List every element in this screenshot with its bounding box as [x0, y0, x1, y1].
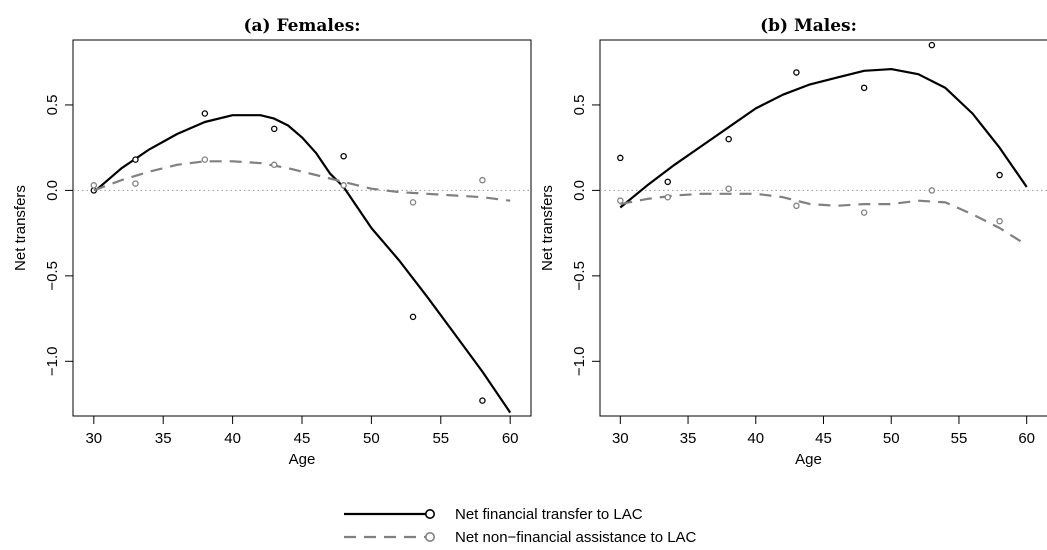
y-axis-label-females: Net transfers: [12, 185, 29, 271]
legend-label-financial: Net financial transfer to LAC: [455, 506, 643, 523]
data-point-females-financial-5: [409, 313, 417, 321]
y-axis-label-males: Net transfers: [539, 185, 556, 271]
legend-label-nonfinancial: Net non−financial assistance to LAC: [455, 529, 697, 546]
y-tick-label-females--1.0: −1.0: [44, 346, 61, 376]
data-point-males-nonfinancial-5: [928, 187, 936, 194]
data-point-females-financial-3: [270, 125, 278, 133]
plot-frame-females: [72, 39, 532, 417]
y-tick-label-males--1.0: −1.0: [571, 346, 588, 376]
series-line-males-nonfinancial: [620, 192, 1028, 247]
x-tick-label-males-60: 60: [1018, 430, 1035, 447]
y-tick-label-males--0.5: −0.5: [571, 261, 588, 291]
series-line-females-nonfinancial: [93, 160, 511, 202]
x-tick-label-females-55: 55: [432, 430, 449, 447]
data-point-females-nonfinancial-0: [90, 182, 98, 189]
x-tick-label-males-30: 30: [612, 430, 629, 447]
x-tick-label-males-45: 45: [815, 430, 832, 447]
data-point-males-financial-2: [725, 135, 732, 143]
y-tick-label-males-0.0: 0.0: [571, 180, 588, 201]
series-line-males-financial: [619, 68, 1028, 209]
data-point-males-nonfinancial-2: [725, 185, 732, 192]
data-point-females-nonfinancial-3: [270, 161, 278, 169]
panel-females: (a) Females: 30 35 40 45 50 55 60 −1.0 −0.5 0.0 0.5…: [12, 16, 532, 468]
data-point-males-nonfinancial-0: [617, 197, 624, 204]
x-axis-label-females: Age: [289, 451, 316, 468]
x-tick-label-males-55: 55: [951, 430, 968, 447]
data-point-females-financial-6: [479, 397, 486, 404]
series-line-females-financial: [93, 114, 512, 414]
x-tick-label-females-45: 45: [294, 430, 311, 447]
legend: Net financial transfer to LAC Net non−fi…: [344, 506, 697, 546]
legend-marker-financial: [424, 508, 435, 519]
y-tick-label-females-0.0: 0.0: [44, 180, 61, 201]
data-point-females-financial-4: [340, 152, 347, 160]
y-tick-label-males-0.5: 0.5: [571, 95, 588, 116]
data-point-males-financial-3: [793, 69, 800, 76]
data-point-males-financial-0: [617, 154, 624, 162]
x-tick-label-females-35: 35: [155, 430, 172, 447]
data-point-males-financial-5: [928, 41, 936, 49]
plot-frame-males: [599, 39, 1047, 417]
chart-title-males: (b) Males:: [760, 16, 857, 36]
x-tick-label-males-40: 40: [747, 430, 764, 447]
data-point-males-nonfinancial-6: [996, 217, 1003, 225]
x-axis-label-males: Age: [795, 451, 822, 468]
data-point-males-nonfinancial-3: [793, 202, 800, 210]
chart-title-females: (a) Females:: [243, 16, 360, 36]
data-point-males-nonfinancial-4: [860, 209, 868, 216]
data-point-females-nonfinancial-6: [479, 176, 486, 184]
x-tick-label-males-35: 35: [680, 430, 697, 447]
x-tick-label-males-50: 50: [883, 430, 900, 447]
data-point-females-nonfinancial-1: [132, 180, 139, 187]
panel-males: (b) Males: 30 35 40 45 50 55 60 −1.0 −0.5 0.0 0.5 Ag…: [539, 16, 1047, 468]
legend-marker-nonfinancial: [424, 531, 435, 542]
data-point-males-financial-4: [860, 84, 868, 92]
x-tick-label-females-30: 30: [85, 430, 102, 447]
data-point-males-nonfinancial-1: [664, 193, 671, 201]
data-point-females-nonfinancial-4: [340, 182, 347, 189]
x-tick-label-females-60: 60: [502, 430, 519, 447]
data-point-females-financial-1: [132, 156, 139, 163]
y-tick-label-females-0.5: 0.5: [44, 95, 61, 116]
x-tick-label-females-40: 40: [224, 430, 241, 447]
data-point-males-financial-1: [664, 178, 671, 186]
x-tick-label-females-50: 50: [363, 430, 380, 447]
data-point-females-nonfinancial-2: [201, 156, 209, 163]
data-point-females-nonfinancial-5: [409, 199, 417, 206]
data-point-females-financial-2: [201, 110, 209, 117]
y-tick-label-females--0.5: −0.5: [44, 261, 61, 291]
data-point-males-financial-6: [996, 171, 1003, 179]
